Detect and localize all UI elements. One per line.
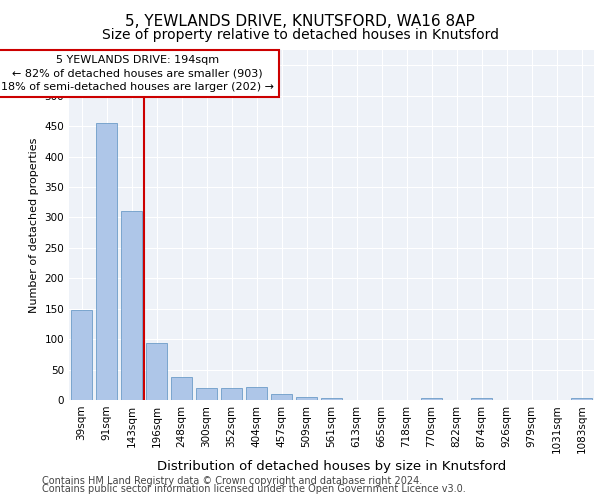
Text: 5 YEWLANDS DRIVE: 194sqm
← 82% of detached houses are smaller (903)
18% of semi-: 5 YEWLANDS DRIVE: 194sqm ← 82% of detach…: [1, 56, 274, 92]
Bar: [196, 388, 217, 400]
Bar: [221, 388, 242, 400]
Bar: [171, 377, 192, 400]
Bar: [71, 310, 92, 400]
Bar: [96, 123, 117, 400]
Text: Contains public sector information licensed under the Open Government Licence v3: Contains public sector information licen…: [42, 484, 466, 494]
Bar: [321, 398, 342, 400]
Bar: [571, 398, 592, 400]
Bar: [296, 397, 317, 400]
Bar: [146, 344, 167, 400]
Text: 5, YEWLANDS DRIVE, KNUTSFORD, WA16 8AP: 5, YEWLANDS DRIVE, KNUTSFORD, WA16 8AP: [125, 14, 475, 29]
Bar: [471, 398, 492, 400]
Text: Size of property relative to detached houses in Knutsford: Size of property relative to detached ho…: [101, 28, 499, 42]
Text: Contains HM Land Registry data © Crown copyright and database right 2024.: Contains HM Land Registry data © Crown c…: [42, 476, 422, 486]
Bar: [246, 386, 267, 400]
Y-axis label: Number of detached properties: Number of detached properties: [29, 138, 39, 312]
Bar: [121, 210, 142, 400]
Bar: [271, 394, 292, 400]
X-axis label: Distribution of detached houses by size in Knutsford: Distribution of detached houses by size …: [157, 460, 506, 473]
Bar: [421, 398, 442, 400]
